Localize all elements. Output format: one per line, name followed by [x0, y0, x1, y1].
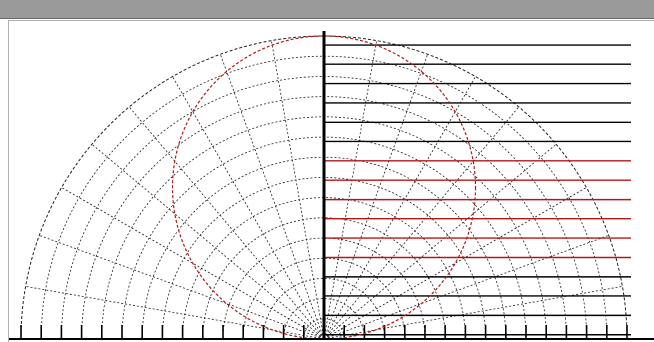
grid-spoke	[128, 106, 325, 340]
grid-circle	[283, 298, 365, 340]
grid-spoke	[323, 285, 623, 340]
grid-spoke	[25, 285, 325, 340]
grid-circle	[202, 217, 446, 340]
grid-spoke	[323, 76, 476, 340]
grid-spoke	[323, 106, 520, 340]
grid-spoke	[323, 187, 587, 340]
grid-spoke	[172, 76, 325, 340]
grid-spoke	[323, 40, 378, 340]
polar-chart	[9, 31, 654, 340]
title-bar[interactable]	[0, 0, 654, 19]
grid-spoke	[39, 234, 325, 340]
grid-circle	[222, 237, 426, 340]
grid-circle	[182, 197, 466, 340]
scale-lines	[324, 44, 631, 336]
grid-spoke	[61, 187, 325, 340]
grid-spoke	[91, 143, 325, 340]
axes	[9, 31, 654, 340]
grid-spoke	[323, 143, 557, 340]
plot-area	[8, 20, 654, 342]
grid-circle	[303, 318, 345, 340]
grid-spoke	[270, 40, 325, 340]
baseline-ticks	[20, 325, 628, 339]
grid-spoke	[323, 54, 429, 340]
grid-spoke	[323, 234, 609, 340]
grid-circle	[242, 257, 406, 340]
grid-spoke	[219, 54, 325, 340]
